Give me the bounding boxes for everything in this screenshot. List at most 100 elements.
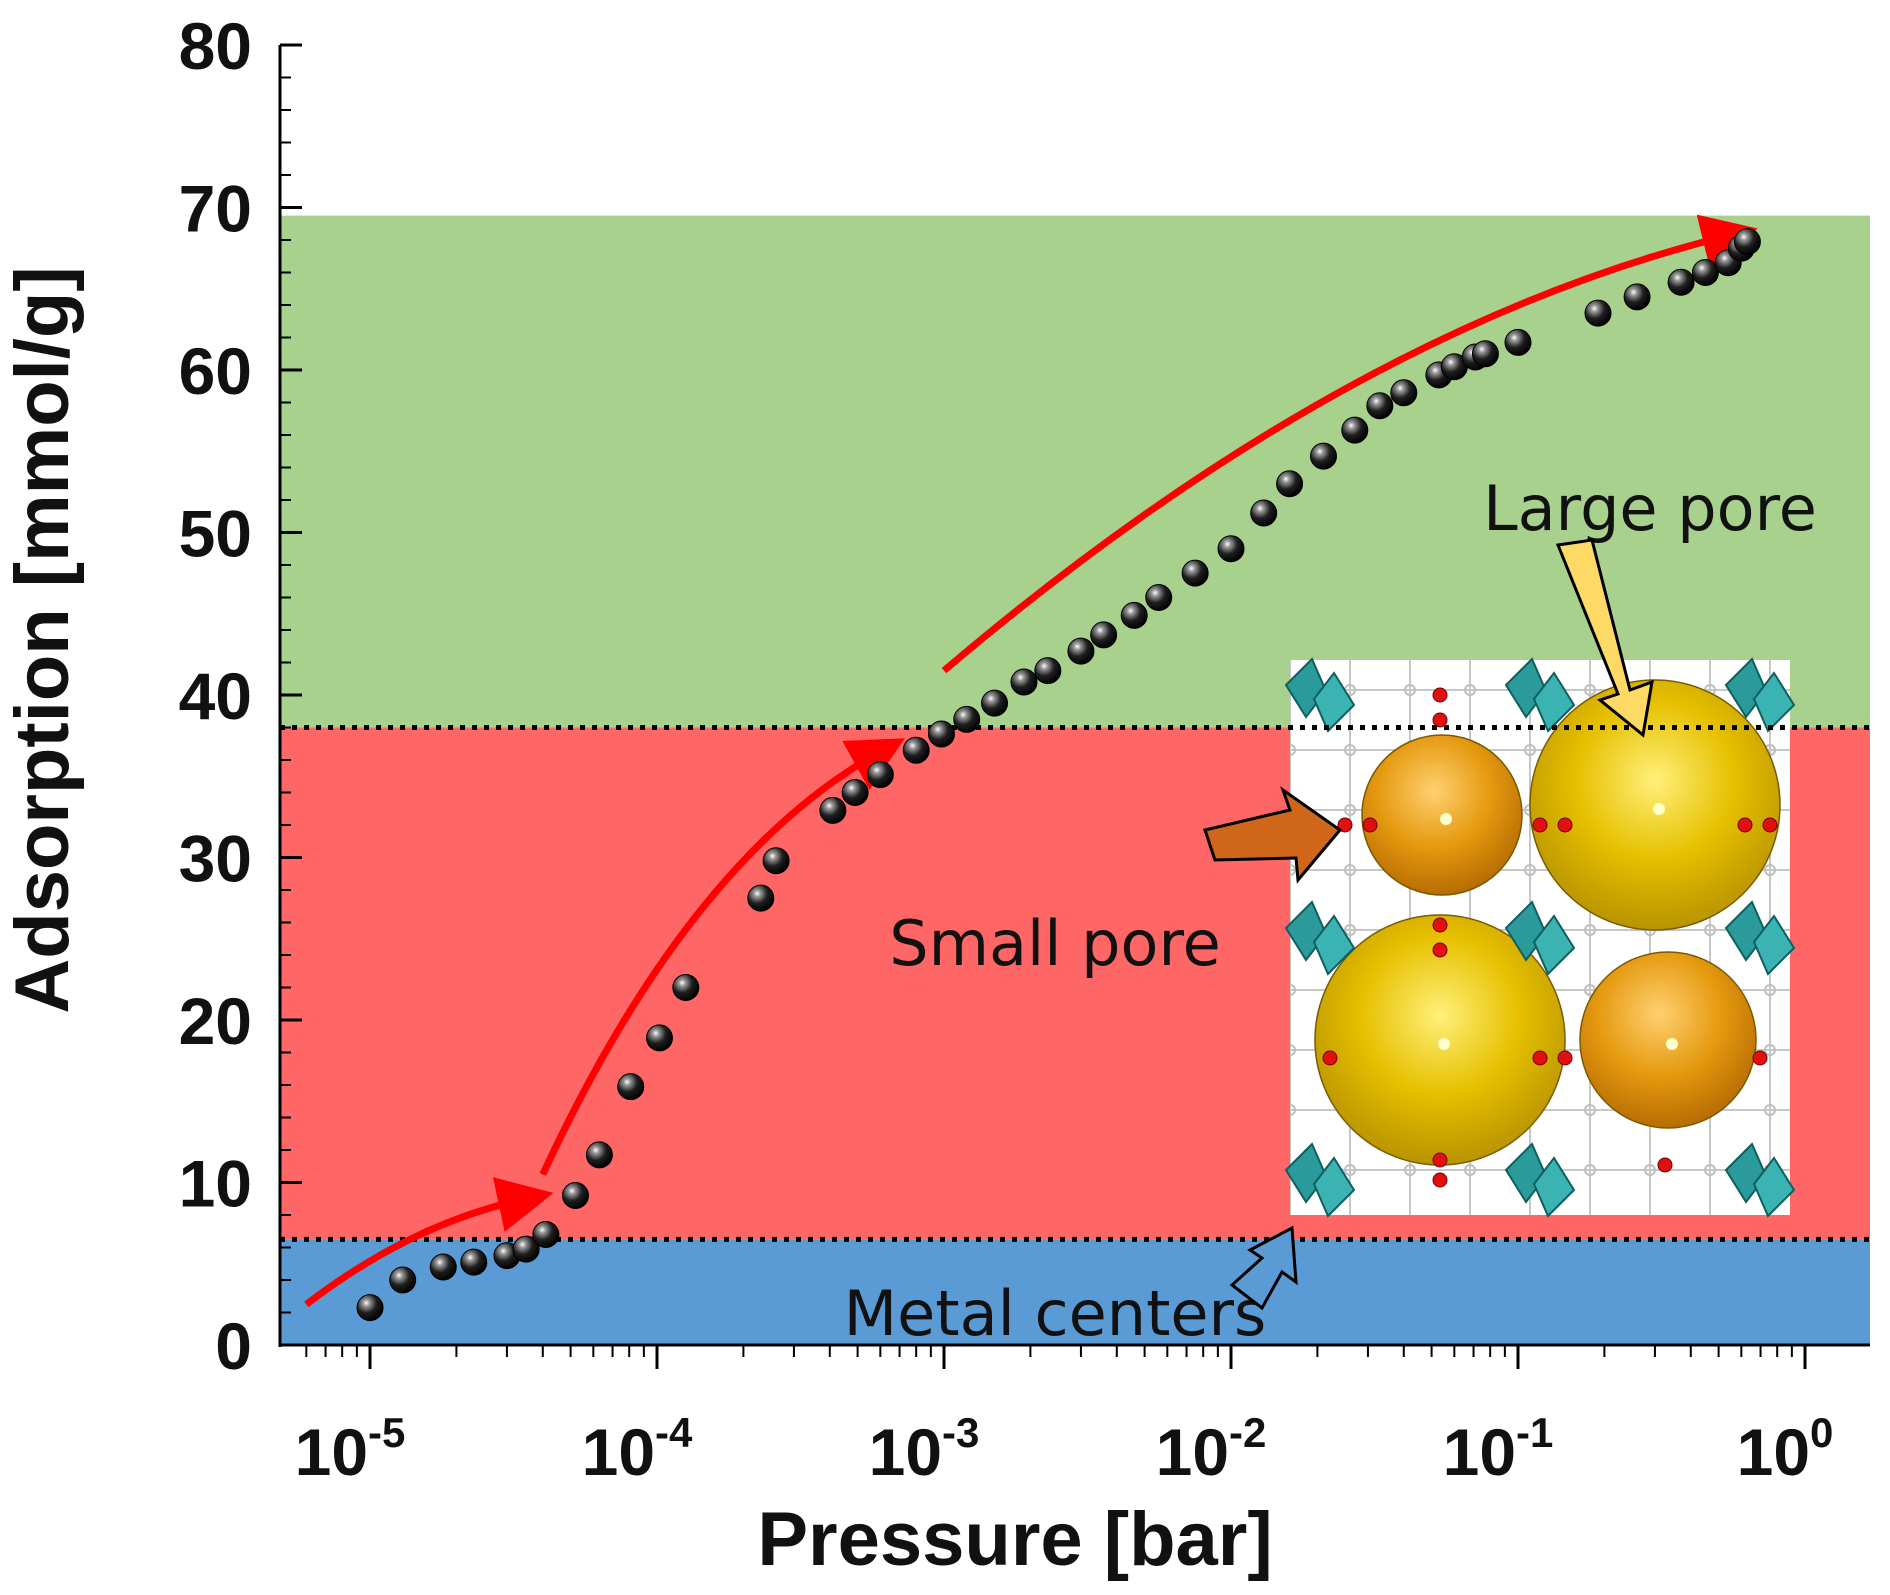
oxygen-atom — [1737, 817, 1753, 833]
data-point — [1584, 299, 1612, 327]
data-point — [1145, 584, 1173, 611]
data-point — [1276, 470, 1304, 498]
trend-arrows — [304, 214, 1758, 1308]
y-tick-label: 40 — [179, 659, 252, 733]
metal-cluster-icon — [1752, 1156, 1796, 1218]
data-point — [1034, 657, 1062, 685]
metal-cluster-icon — [1532, 1156, 1576, 1218]
data-point — [460, 1248, 488, 1276]
crystal-structure-inset — [1284, 657, 1796, 1218]
data-point — [1366, 392, 1394, 420]
data-point — [1691, 259, 1719, 286]
metal-centers-label: Metal centers — [844, 1277, 1267, 1350]
metal-cluster-icon — [1312, 914, 1356, 976]
x-tick-label: 10-5 — [295, 1409, 406, 1489]
data-point — [1090, 621, 1118, 649]
data-point — [1504, 328, 1532, 356]
x-tick-label: 10-3 — [869, 1409, 980, 1489]
metal-cluster-icon — [1752, 914, 1796, 976]
data-point — [1390, 379, 1418, 407]
metal-cluster-icon — [1532, 671, 1576, 733]
data-point — [1471, 340, 1499, 368]
data-point — [1217, 535, 1245, 563]
y-axis-title: Adsorption [mmol/g] — [0, 266, 85, 1013]
y-tick-label: 80 — [179, 9, 252, 83]
data-point — [389, 1266, 417, 1294]
data-point — [953, 705, 981, 733]
small-pore-label: Small pore — [889, 907, 1220, 980]
data-point — [747, 884, 775, 912]
data-point — [1010, 668, 1038, 696]
data-points — [356, 228, 1761, 1322]
oxygen-atom — [1557, 817, 1573, 833]
data-point — [672, 974, 700, 1001]
sphere-highlight — [1438, 1038, 1450, 1050]
trend-arrow — [304, 1177, 554, 1308]
oxygen-atom — [1432, 942, 1448, 958]
data-point — [762, 847, 790, 875]
data-point — [585, 1141, 613, 1169]
oxygen-atom — [1337, 817, 1353, 833]
data-point — [841, 779, 869, 806]
data-point — [866, 761, 894, 789]
trend-arrow — [941, 214, 1758, 674]
data-point — [532, 1221, 560, 1248]
sphere-highlight — [1653, 803, 1665, 815]
y-tick-label: 30 — [179, 822, 252, 896]
region-metal-centers — [280, 1239, 1870, 1345]
oxygen-atom — [1532, 1050, 1548, 1066]
x-tick-label: 10-2 — [1156, 1409, 1267, 1489]
data-point — [1623, 283, 1651, 311]
oxygen-atom — [1657, 1157, 1673, 1173]
x-tick-label: 100 — [1737, 1409, 1834, 1489]
data-point — [1341, 416, 1369, 444]
data-point — [617, 1073, 645, 1101]
oxygen-atom — [1432, 1172, 1448, 1188]
oxygen-atom — [1557, 1050, 1573, 1066]
oxygen-atom — [1362, 817, 1378, 833]
data-point — [1250, 499, 1278, 527]
data-point — [1667, 268, 1695, 296]
y-tick-label: 50 — [179, 497, 252, 571]
sphere-highlight — [1666, 1038, 1678, 1050]
metal-cluster-icon — [1752, 671, 1796, 733]
oxygen-atom — [1432, 712, 1448, 728]
annotations: Large pore Small pore Metal centers — [844, 472, 1817, 1350]
oxygen-atom — [1432, 1152, 1448, 1168]
data-point — [1067, 637, 1095, 665]
y-tick-label: 70 — [179, 172, 252, 246]
data-point — [819, 796, 847, 824]
y-tick-label: 0 — [215, 1309, 252, 1383]
axes: 0 10 20 30 40 50 60 70 80 10-5 10-4 10-3 10-2 10-1 100 — [179, 9, 1870, 1489]
data-point — [1309, 442, 1337, 470]
y-tick-label: 60 — [179, 334, 252, 408]
sphere-highlight — [1440, 813, 1452, 825]
data-point — [1181, 559, 1209, 587]
metal-centers-pointer-arrow — [1229, 1225, 1298, 1311]
oxygen-atom — [1532, 817, 1548, 833]
data-point — [356, 1294, 384, 1322]
large-pore-label: Large pore — [1483, 472, 1817, 545]
oxygen-atom — [1432, 917, 1448, 933]
x-tick-label: 10-4 — [582, 1409, 693, 1489]
data-point — [927, 720, 955, 748]
oxygen-atom — [1762, 817, 1778, 833]
oxygen-atom — [1432, 687, 1448, 703]
oxygen-atom — [1322, 1050, 1338, 1066]
large-pore-pointer-arrow — [1555, 538, 1654, 738]
data-point — [902, 736, 930, 764]
data-point — [429, 1253, 457, 1281]
y-tick-label: 20 — [179, 984, 252, 1058]
y-tick-label: 10 — [179, 1147, 252, 1221]
oxygen-atom — [1752, 1050, 1768, 1066]
metal-cluster-icon — [1312, 1156, 1356, 1218]
data-point — [1120, 601, 1148, 629]
trend-arrow — [539, 738, 905, 1176]
data-point — [981, 689, 1009, 717]
data-point — [1733, 228, 1761, 256]
small-pore-pointer-arrow — [1203, 786, 1343, 884]
metal-cluster-icon — [1532, 914, 1576, 976]
data-point — [645, 1024, 673, 1052]
x-tick-label: 10-1 — [1443, 1409, 1554, 1489]
data-point — [561, 1182, 589, 1209]
